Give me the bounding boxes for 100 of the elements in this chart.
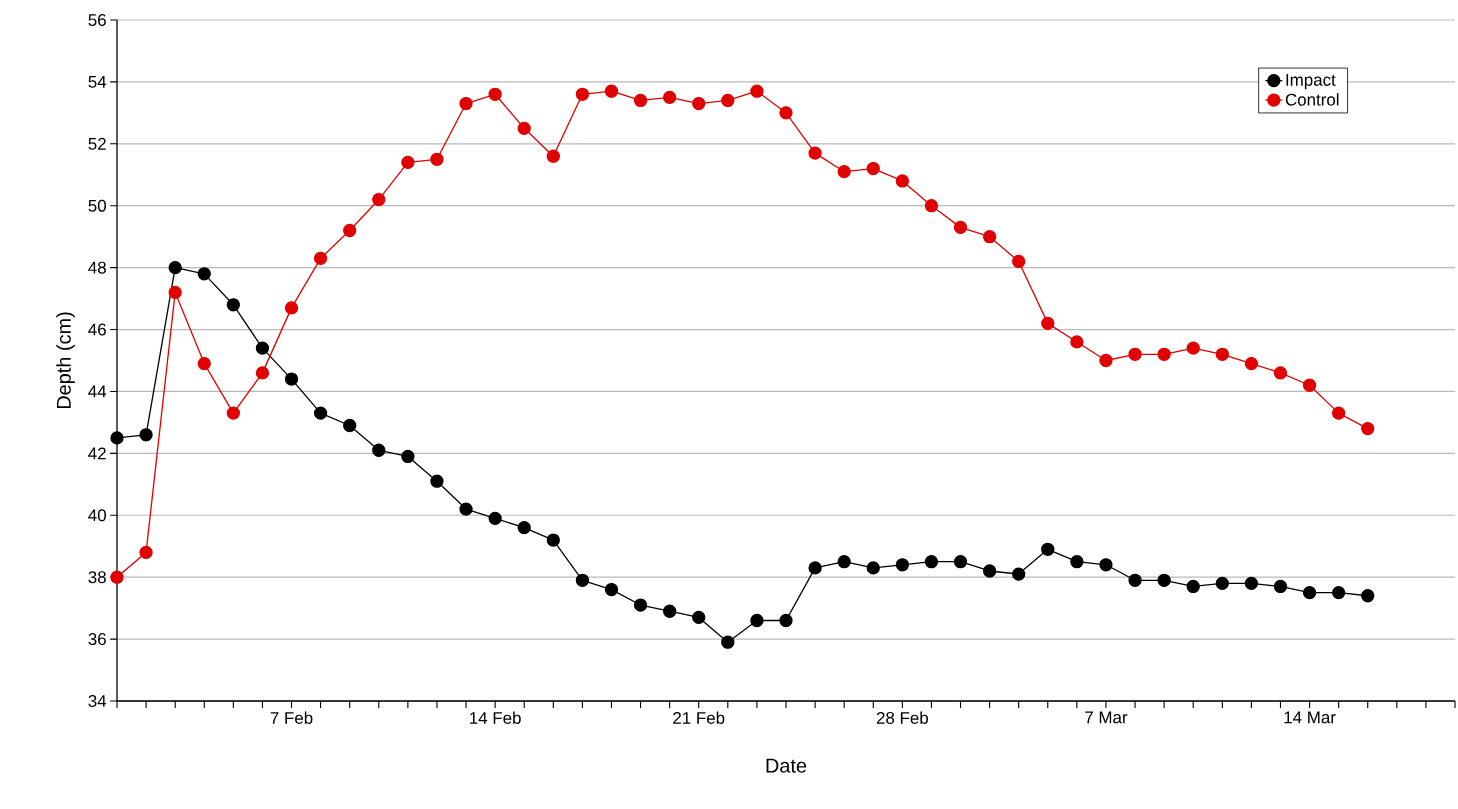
point [546, 533, 560, 547]
point [139, 545, 153, 560]
point [226, 298, 240, 312]
point [343, 418, 357, 433]
point [459, 96, 473, 111]
point [1099, 558, 1113, 572]
point [1041, 316, 1055, 330]
point [1186, 579, 1200, 594]
point [372, 192, 386, 207]
x-tick-label: 14 Mar [1284, 711, 1336, 724]
point [866, 161, 880, 176]
point [750, 84, 764, 98]
point [1302, 378, 1317, 392]
x-tick-label: 7 Mar [1085, 711, 1128, 724]
y-tick-label: 42 [88, 447, 106, 460]
point [895, 174, 910, 188]
point [255, 341, 270, 355]
point [168, 260, 182, 275]
point [924, 199, 939, 213]
y-tick-label: 44 [88, 385, 107, 398]
x-tick-label: 7 Feb [270, 711, 313, 724]
point [401, 449, 415, 464]
point [663, 604, 677, 618]
point [1215, 576, 1229, 591]
point [604, 84, 619, 98]
point [779, 106, 793, 120]
y-tick-label: 34 [88, 695, 107, 707]
point [110, 431, 124, 445]
y-tick-label: 46 [88, 323, 106, 336]
y-tick-label: 48 [88, 261, 106, 274]
point [430, 152, 444, 166]
point [546, 149, 560, 163]
point [1157, 573, 1171, 587]
x-tick-label: 21 Feb [673, 711, 725, 724]
point [1244, 356, 1259, 371]
point [721, 635, 735, 649]
point [197, 267, 211, 281]
point [517, 521, 531, 535]
point [1361, 421, 1375, 436]
x-tick-label: 14 Feb [470, 711, 521, 724]
point [895, 558, 910, 572]
point [110, 570, 124, 584]
point [1128, 347, 1142, 361]
point [982, 564, 997, 578]
point [1244, 576, 1259, 591]
x-axis-title: Date [766, 758, 807, 773]
point [430, 474, 444, 488]
point [372, 443, 386, 457]
point [488, 87, 502, 101]
point [1128, 573, 1142, 587]
y-tick-label: 40 [88, 509, 106, 522]
point [1186, 341, 1200, 355]
point [1332, 586, 1346, 600]
point [313, 406, 328, 420]
point [255, 366, 270, 380]
point [284, 372, 299, 386]
point [692, 96, 706, 111]
point [1361, 589, 1375, 603]
point [1302, 586, 1317, 600]
point [1215, 347, 1229, 361]
point [633, 598, 648, 612]
point [837, 165, 851, 179]
y-axis-title: Depth (cm) [56, 312, 75, 409]
point [575, 573, 590, 587]
y-tick-label: 38 [88, 571, 106, 584]
point [866, 561, 880, 575]
point [459, 502, 473, 516]
point [953, 555, 968, 569]
point [1070, 555, 1084, 569]
point [779, 613, 793, 628]
point [197, 356, 211, 371]
point [1157, 347, 1171, 361]
x-tick-label: 28 Feb [876, 711, 928, 724]
point [488, 511, 502, 526]
point [692, 610, 706, 625]
legend-label: Control [1285, 93, 1339, 106]
point [139, 428, 153, 442]
y-tick-label: 54 [88, 75, 107, 88]
point [1099, 353, 1113, 368]
point [808, 561, 822, 575]
point [663, 90, 677, 105]
y-tick-label: 56 [88, 13, 106, 26]
point [604, 582, 619, 597]
point [1332, 406, 1346, 420]
y-tick-label: 50 [88, 199, 106, 212]
point [226, 406, 240, 420]
y-tick-label: 36 [88, 633, 106, 646]
point [837, 555, 851, 569]
point [343, 223, 357, 238]
point [721, 93, 735, 108]
y-tick-label: 52 [88, 137, 106, 150]
point [575, 87, 590, 101]
point [1070, 335, 1084, 349]
point [313, 251, 328, 265]
point [982, 230, 997, 244]
point [1273, 579, 1288, 594]
point [953, 220, 968, 235]
point [284, 301, 299, 315]
point [517, 121, 531, 135]
point [168, 285, 182, 300]
